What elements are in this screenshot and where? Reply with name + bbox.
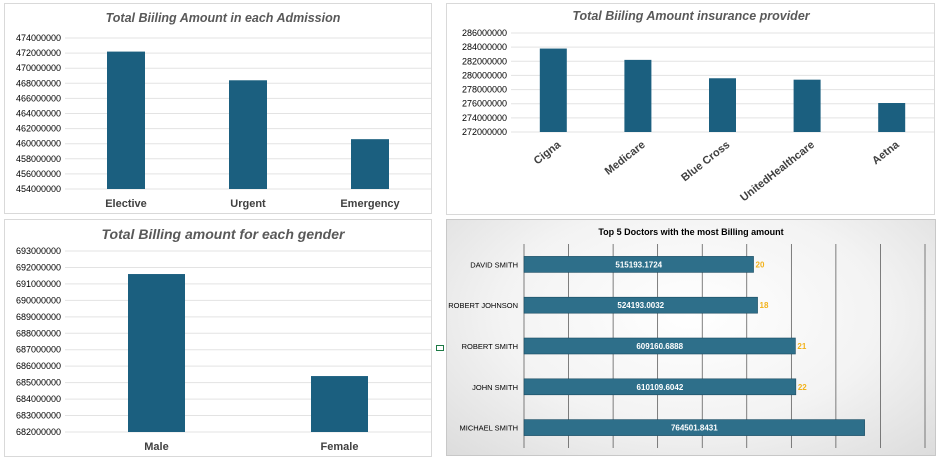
bar-michael-smith: [523, 419, 865, 436]
y-tick-label: 282000000: [462, 56, 507, 66]
y-tick-label: 286000000: [462, 28, 507, 38]
x-category-label: Female: [321, 441, 359, 453]
insurance-chart-title: Total Biiling Amount insurance provider: [572, 9, 810, 23]
y-tick-label: 684000000: [16, 394, 61, 404]
y-tick-label: 458000000: [16, 154, 61, 164]
x-category-label: Blue Cross: [679, 139, 732, 184]
y-tick-label: 464000000: [16, 109, 61, 119]
gender-chart-title: Total Billing amount for each gender: [102, 226, 346, 242]
y-tick-label: 693000000: [16, 246, 61, 256]
billing-value-label: 524193.0032: [617, 301, 664, 310]
y-tick-label: 474000000: [16, 33, 61, 43]
y-tick-label: 683000000: [16, 411, 61, 421]
y-tick-label: 280000000: [462, 70, 507, 80]
y-tick-label: 691000000: [16, 279, 61, 289]
doctor-name-label: ROBERT JOHNSON: [448, 301, 518, 310]
x-category-label: Urgent: [230, 198, 266, 210]
x-category-label: Emergency: [340, 198, 400, 210]
bar-david-smith: [523, 256, 754, 273]
doctor-name-label: MICHAEL SMITH: [460, 424, 518, 433]
gender-chart-svg: Total Billing amount for each gender 693…: [16, 226, 431, 453]
y-tick-label: 468000000: [16, 78, 61, 88]
admission-billing-chart: Total Biiling Amount in each Admission 4…: [4, 3, 432, 214]
insurance-chart-svg: Total Biiling Amount insurance provider …: [462, 9, 934, 204]
x-category-label: Male: [144, 441, 168, 453]
y-tick-label: 472000000: [16, 48, 61, 58]
x-category-label: Medicare: [603, 139, 648, 178]
billing-value-label: 610109.6042: [637, 383, 684, 392]
doctors-chart-svg: Top 5 Doctors with the most Billing amou…: [448, 227, 926, 448]
admission-chart-title: Total Biiling Amount in each Admission: [106, 11, 341, 25]
y-tick-label: 276000000: [462, 99, 507, 109]
billing-value-label: 609160.6888: [636, 342, 683, 351]
bar-emergency: [351, 139, 389, 189]
x-category-label: Elective: [105, 198, 147, 210]
bar-aetna: [878, 103, 906, 132]
patient-count-label: 20: [756, 260, 765, 269]
y-tick-label: 274000000: [462, 113, 507, 123]
y-tick-label: 462000000: [16, 124, 61, 134]
y-tick-label: 690000000: [16, 295, 61, 305]
y-tick-label: 466000000: [16, 93, 61, 103]
y-tick-label: 682000000: [16, 427, 61, 437]
patient-count-label: 21: [797, 342, 806, 351]
y-tick-label: 456000000: [16, 169, 61, 179]
bar-female: [311, 376, 368, 432]
bar-john-smith: [523, 378, 797, 396]
y-tick-label: 284000000: [462, 42, 507, 52]
y-tick-label: 460000000: [16, 139, 61, 149]
y-tick-label: 685000000: [16, 378, 61, 388]
y-tick-label: 688000000: [16, 328, 61, 338]
gender-billing-chart: Total Billing amount for each gender 693…: [4, 219, 432, 457]
billing-value-label: 515193.1724: [615, 260, 662, 269]
chart-resize-handle[interactable]: [436, 345, 444, 351]
bar-urgent: [229, 80, 267, 189]
admission-chart-svg: Total Biiling Amount in each Admission 4…: [16, 11, 431, 210]
bar-medicare: [624, 59, 652, 132]
doctor-name-label: ROBERT SMITH: [462, 342, 518, 351]
insurance-billing-chart: Total Biiling Amount insurance provider …: [446, 3, 935, 215]
bar-cigna: [539, 48, 567, 132]
x-category-label: UnitedHealthcare: [738, 139, 817, 204]
y-tick-label: 692000000: [16, 262, 61, 272]
patient-count-label: 18: [760, 301, 769, 310]
doctor-name-label: JOHN SMITH: [472, 383, 518, 392]
patient-count-label: 22: [798, 383, 807, 392]
top-doctors-chart: Top 5 Doctors with the most Billing amou…: [446, 219, 936, 456]
doctor-name-label: DAVID SMITH: [470, 260, 518, 269]
bar-robert-johnson: [523, 296, 758, 314]
y-tick-label: 470000000: [16, 63, 61, 73]
y-tick-label: 689000000: [16, 312, 61, 322]
y-tick-label: 278000000: [462, 85, 507, 95]
bar-male: [128, 274, 185, 432]
x-category-label: Aetna: [870, 138, 902, 167]
billing-value-label: 764501.8431: [671, 424, 718, 433]
y-tick-label: 454000000: [16, 184, 61, 194]
y-tick-label: 686000000: [16, 361, 61, 371]
bar-blue-cross: [709, 78, 736, 132]
bar-elective: [107, 51, 145, 190]
x-category-label: Cigna: [532, 138, 564, 167]
bar-unitedhealthcare: [793, 79, 821, 132]
doctors-chart-title: Top 5 Doctors with the most Billing amou…: [598, 227, 783, 237]
y-tick-label: 687000000: [16, 345, 61, 355]
bar-robert-smith: [523, 337, 796, 355]
y-tick-label: 272000000: [462, 127, 507, 137]
